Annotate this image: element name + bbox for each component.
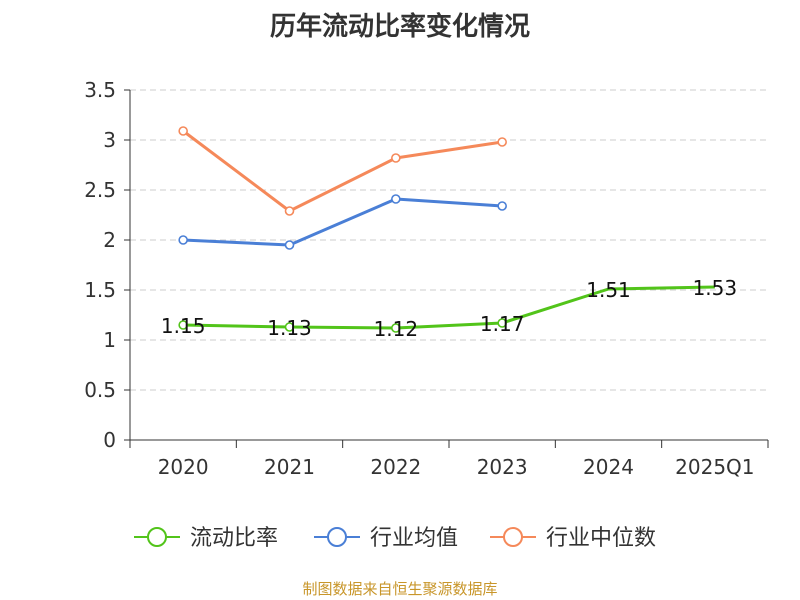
data-label: 1.13 (267, 316, 312, 340)
series-line-2 (183, 197, 503, 247)
y-tick-label: 2 (103, 228, 116, 252)
source-note: 制图数据来自恒生聚源数据库 (302, 580, 498, 598)
x-tick-label: 2024 (583, 455, 634, 479)
legend-marker (327, 527, 347, 547)
legend-label: 行业中位数 (546, 526, 656, 551)
x-tick-label: 2021 (264, 455, 315, 479)
legend-marker (147, 527, 167, 547)
data-point-3 (391, 153, 401, 163)
y-tick-label: 3 (103, 128, 116, 152)
data-label: 1.12 (374, 317, 419, 341)
data-point-2 (497, 201, 507, 211)
data-point-3 (497, 137, 507, 147)
y-tick-label: 3.5 (84, 78, 116, 102)
data-label: 1.17 (480, 312, 525, 336)
data-point-2 (391, 194, 401, 204)
series-line-1 (183, 285, 715, 330)
x-tick-label: 2020 (158, 455, 209, 479)
chart-title: 历年流动比率变化情况 (269, 12, 530, 42)
data-label: 1.51 (586, 278, 631, 302)
y-tick-label: 0 (103, 428, 116, 452)
series-line-3 (182, 129, 503, 213)
x-tick-label: 2025Q1 (675, 455, 754, 479)
x-tick-label: 2022 (370, 455, 421, 479)
legend-marker (503, 527, 523, 547)
y-tick-label: 1 (103, 328, 116, 352)
data-point-1 (284, 322, 295, 332)
data-label: 1.53 (693, 276, 738, 300)
data-label: 1.15 (161, 314, 206, 338)
y-tick-label: 1.5 (84, 278, 116, 302)
y-tick-label: 0.5 (84, 378, 116, 402)
data-point-3 (284, 206, 295, 216)
legend-label: 行业均值 (370, 526, 458, 551)
data-point-2 (178, 235, 188, 245)
legend-label: 流动比率 (190, 526, 278, 551)
y-tick-label: 2.5 (84, 178, 116, 202)
x-tick-label: 2023 (477, 455, 528, 479)
data-point-2 (284, 240, 295, 250)
data-point-1 (391, 323, 401, 333)
data-point-3 (178, 126, 188, 136)
data-point-1 (178, 320, 188, 330)
data-point-1 (497, 318, 507, 328)
